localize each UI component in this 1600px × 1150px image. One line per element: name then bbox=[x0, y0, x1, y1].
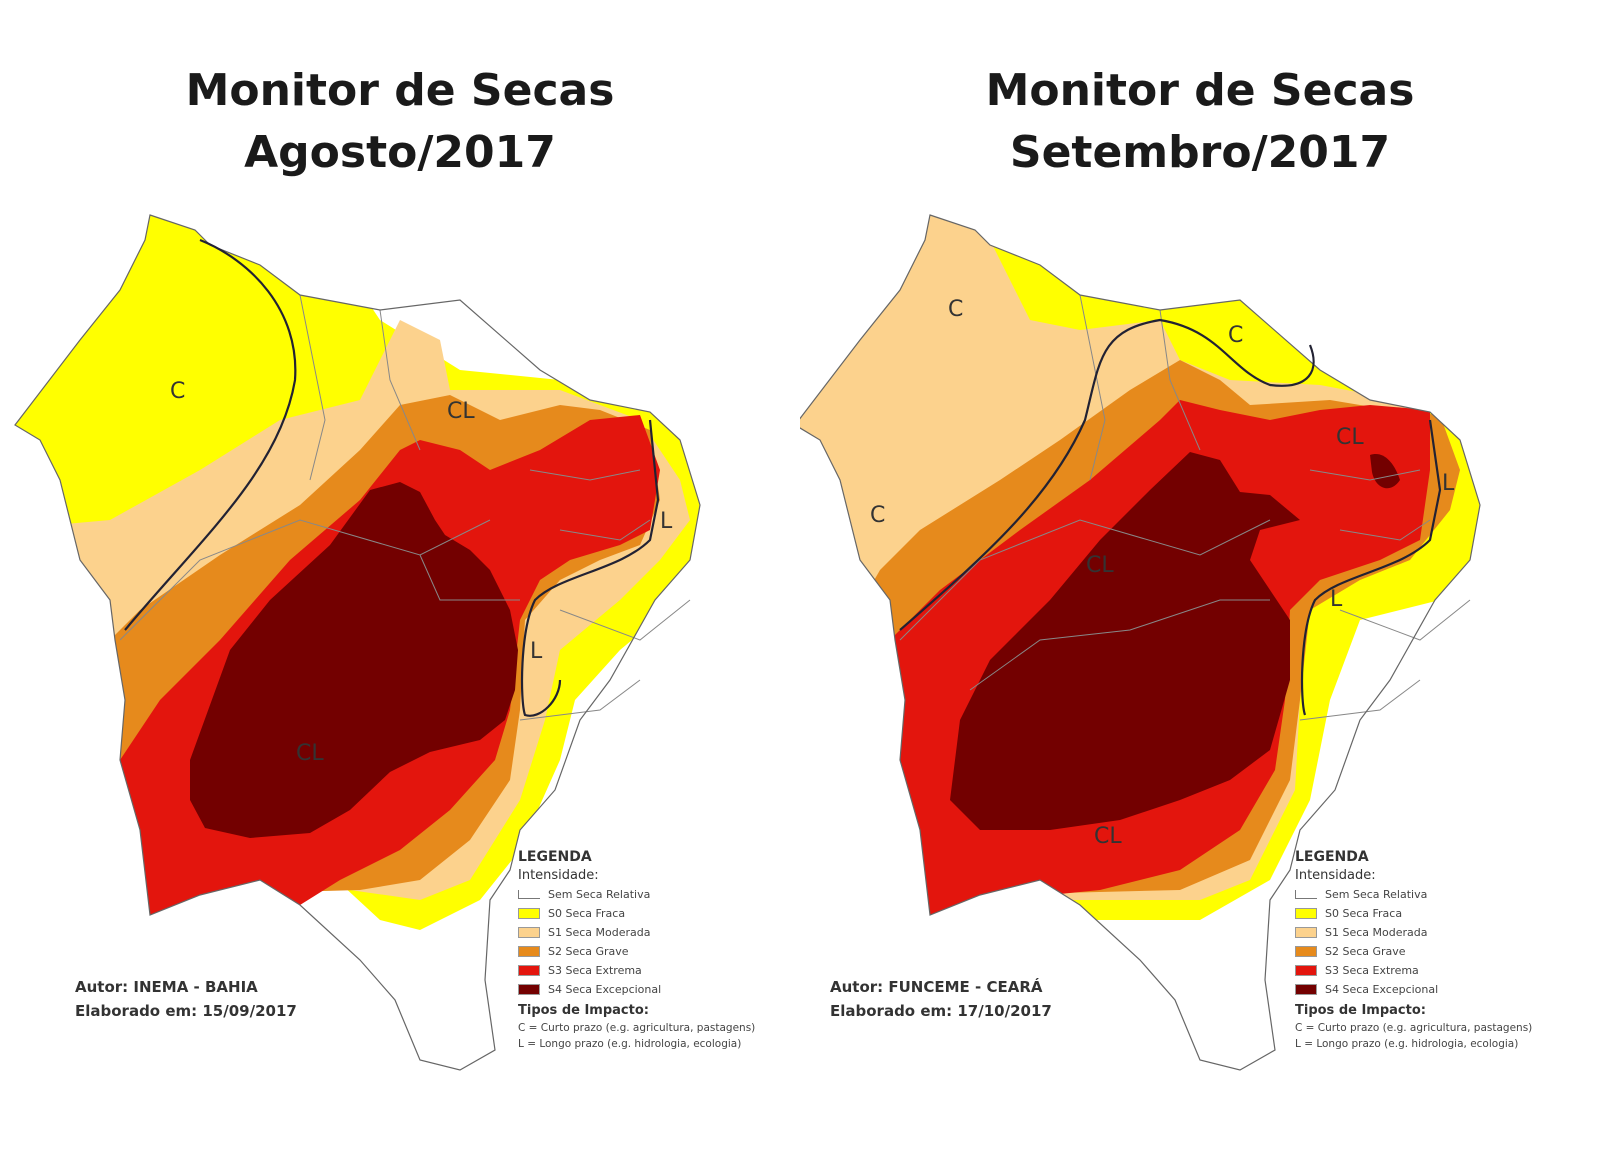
author-name: Autor: INEMA - BAHIA bbox=[75, 978, 258, 996]
impact-label: L bbox=[530, 639, 543, 664]
legend-impact-long: L = Longo prazo (e.g. hidrologia, ecolog… bbox=[1295, 1038, 1519, 1050]
legend-item-label: S3 Seca Extrema bbox=[548, 964, 642, 977]
legend-item: S2 Seca Grave bbox=[518, 942, 808, 961]
author-block: Autor: FUNCEME - CEARÁ Elaborado em: 17/… bbox=[830, 975, 1052, 1023]
legend-item-label: S3 Seca Extrema bbox=[1325, 964, 1419, 977]
legend-item-label: Sem Seca Relativa bbox=[548, 888, 651, 901]
legend-swatch bbox=[1295, 946, 1317, 957]
impact-label: C bbox=[1228, 323, 1243, 348]
legend-swatch bbox=[518, 908, 540, 919]
legend-intensity-label: Intensidade: bbox=[1295, 868, 1376, 883]
legend-item-label: S2 Seca Grave bbox=[1325, 945, 1406, 958]
impact-label: CL bbox=[1336, 425, 1364, 450]
legend-swatch bbox=[1295, 908, 1317, 919]
legend-heading: LEGENDA bbox=[1295, 849, 1369, 865]
state-borders bbox=[14, 214, 701, 1071]
impact-label: CL bbox=[296, 741, 324, 766]
legend-item: S0 Seca Fraca bbox=[1295, 904, 1585, 923]
legend-impact-long: L = Longo prazo (e.g. hidrologia, ecolog… bbox=[518, 1038, 742, 1050]
legend-item-label: S0 Seca Fraca bbox=[1325, 907, 1403, 920]
legend-impact-heading: Tipos de Impacto: bbox=[518, 1003, 649, 1018]
legend-swatch bbox=[1295, 890, 1317, 899]
elaboration-date: Elaborado em: 15/09/2017 bbox=[75, 1002, 297, 1020]
impact-label: C bbox=[170, 379, 185, 404]
legend-impact-heading: Tipos de Impacto: bbox=[1295, 1003, 1426, 1018]
author-block: Autor: INEMA - BAHIA Elaborado em: 15/09… bbox=[75, 975, 297, 1023]
s4-area-small bbox=[1370, 454, 1400, 489]
drought-map-august: C CL L L CL bbox=[14, 214, 701, 1071]
legend-item: S3 Seca Extrema bbox=[518, 961, 808, 980]
legend-item: S4 Seca Excepcional bbox=[518, 980, 808, 999]
legend-swatch bbox=[518, 890, 540, 899]
legend-swatch bbox=[518, 984, 540, 995]
impact-label: CL bbox=[1086, 553, 1114, 578]
legend-swatch bbox=[1295, 927, 1317, 938]
legend-item: S4 Seca Excepcional bbox=[1295, 980, 1585, 999]
legend-item: S3 Seca Extrema bbox=[1295, 961, 1585, 980]
drought-map-september: C C C CL L L CL CL bbox=[800, 214, 1481, 1071]
legend: LEGENDA Intensidade: Sem Seca Relativa S… bbox=[518, 848, 808, 1052]
impact-label: C bbox=[870, 503, 885, 528]
legend-impact-short: C = Curto prazo (e.g. agricultura, pasta… bbox=[518, 1022, 756, 1034]
legend: LEGENDA Intensidade: Sem Seca Relativa S… bbox=[1295, 848, 1585, 1052]
legend-swatch bbox=[1295, 965, 1317, 976]
impact-label: L bbox=[1330, 587, 1343, 612]
impact-label: C bbox=[948, 297, 963, 322]
map-panel-august: Monitor de Secas Agosto/2017 bbox=[14, 65, 755, 1071]
map-panel-september: Monitor de Secas Setembro/2017 bbox=[800, 0, 1600, 1150]
impact-boundary-lines bbox=[899, 318, 1442, 716]
legend-intensity-label: Intensidade: bbox=[518, 868, 599, 883]
legend-swatch bbox=[518, 965, 540, 976]
legend-item: S1 Seca Moderada bbox=[518, 923, 808, 942]
legend-item: Sem Seca Relativa bbox=[1295, 885, 1585, 904]
legend-swatch bbox=[518, 927, 540, 938]
legend-item-label: S2 Seca Grave bbox=[548, 945, 629, 958]
legend-item-label: Sem Seca Relativa bbox=[1325, 888, 1428, 901]
legend-swatch bbox=[518, 946, 540, 957]
legend-item-label: S1 Seca Moderada bbox=[1325, 926, 1428, 939]
legend-item-label: S4 Seca Excepcional bbox=[548, 983, 662, 996]
legend-item: Sem Seca Relativa bbox=[518, 885, 808, 904]
impact-label: CL bbox=[1094, 824, 1122, 849]
legend-item: S2 Seca Grave bbox=[1295, 942, 1585, 961]
legend-item-label: S0 Seca Fraca bbox=[548, 907, 626, 920]
map-title-line2: Setembro/2017 bbox=[1009, 127, 1391, 178]
state-borders bbox=[800, 214, 1481, 1071]
legend-impact-short: C = Curto prazo (e.g. agricultura, pasta… bbox=[1295, 1022, 1533, 1034]
impact-label: CL bbox=[447, 399, 475, 424]
legend-swatch bbox=[1295, 984, 1317, 995]
legend-item-label: S4 Seca Excepcional bbox=[1325, 983, 1439, 996]
impact-label: L bbox=[1442, 471, 1455, 496]
map-title-line1: Monitor de Secas bbox=[985, 65, 1415, 116]
legend-item-label: S1 Seca Moderada bbox=[548, 926, 651, 939]
impact-boundary-lines bbox=[124, 238, 660, 717]
map-title-line1: Monitor de Secas bbox=[185, 65, 615, 116]
s4-area bbox=[950, 452, 1300, 830]
legend-heading: LEGENDA bbox=[518, 849, 592, 865]
legend-item: S1 Seca Moderada bbox=[1295, 923, 1585, 942]
author-name: Autor: FUNCEME - CEARÁ bbox=[830, 978, 1043, 996]
elaboration-date: Elaborado em: 17/10/2017 bbox=[830, 1002, 1052, 1020]
map-title-line2: Agosto/2017 bbox=[244, 127, 556, 178]
legend-item: S0 Seca Fraca bbox=[518, 904, 808, 923]
impact-label: L bbox=[660, 509, 673, 534]
s4-area bbox=[190, 482, 518, 838]
